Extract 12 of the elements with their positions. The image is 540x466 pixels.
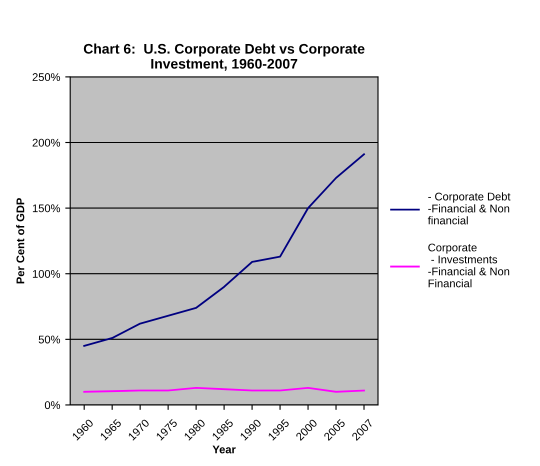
legend-label: - Corporate Debt -Financial & Non financial bbox=[428, 192, 510, 224]
line-series bbox=[83, 153, 365, 347]
chart-title: Chart 6: U.S. Corporate Debt vs Corporate Investment, 1960-2007 bbox=[84, 44, 364, 71]
y-tick-label: 200% bbox=[32, 138, 60, 147]
y-tick-label: 150% bbox=[32, 204, 60, 212]
y-tick-label: 100% bbox=[32, 270, 60, 278]
y-tick-label: 50% bbox=[38, 336, 60, 344]
y-axis-title: Per Cent of GDP bbox=[16, 198, 24, 284]
x-axis-title: Year bbox=[212, 446, 236, 454]
legend-label: Corporate - Investments -Financial & Non Financial bbox=[428, 244, 510, 288]
y-tick-label: 250% bbox=[32, 73, 60, 82]
y-tick-label: 0% bbox=[44, 401, 60, 410]
